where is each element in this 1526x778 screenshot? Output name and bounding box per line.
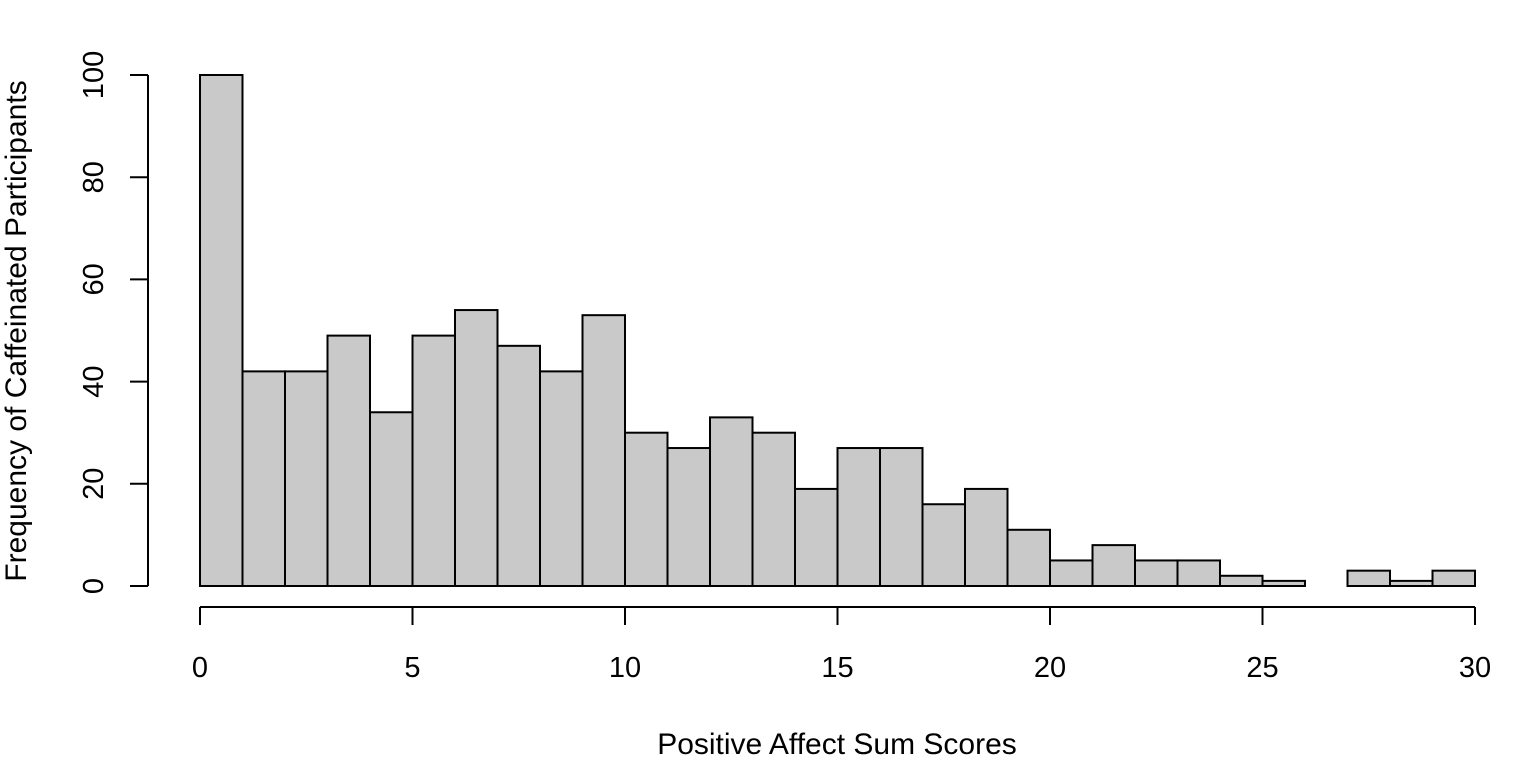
histogram-bar (199, 74, 244, 587)
histogram-bar (1091, 544, 1136, 587)
y-tick-label: 100 (78, 51, 110, 99)
histogram-bar (1134, 559, 1179, 588)
x-tick-label: 10 (609, 652, 641, 684)
y-axis-title: Frequency of Caffeinated Participants (0, 80, 33, 581)
histogram-bar (369, 411, 414, 588)
bars-group (199, 74, 1476, 588)
histogram-bar (751, 431, 796, 588)
histogram-bar (581, 314, 626, 587)
histogram-bar (624, 431, 669, 588)
histogram-bar (241, 370, 286, 587)
y-tick-label: 60 (78, 263, 110, 295)
histogram-bar (1261, 579, 1306, 588)
y-tick-label: 40 (78, 365, 110, 397)
histogram-bar (709, 416, 754, 587)
histogram-bar (454, 309, 499, 587)
y-tick-label: 0 (78, 578, 110, 594)
histogram-bar (964, 487, 1009, 587)
x-tick-label: 15 (821, 652, 853, 684)
y-tick-label: 80 (78, 161, 110, 193)
histogram-bar (794, 487, 839, 587)
histogram-bar (1006, 528, 1051, 587)
histogram-bar (836, 447, 881, 587)
histogram-bar (666, 447, 711, 587)
histogram-bar (1389, 579, 1434, 588)
x-tick-label: 0 (192, 652, 208, 684)
histogram-bar (879, 447, 924, 587)
histogram-bar (1431, 569, 1476, 587)
x-axis: 0 5 10 15 20 25 30 (192, 606, 1491, 684)
y-tick-label: 20 (78, 468, 110, 500)
x-tick-label: 30 (1459, 652, 1491, 684)
histogram-bar (1049, 559, 1094, 588)
histogram-bar (1346, 569, 1391, 587)
y-axis: 0 20 40 60 80 100 (78, 51, 149, 594)
histogram-bar (411, 334, 456, 587)
histogram-bar (496, 344, 541, 587)
histogram-bar (326, 334, 371, 587)
x-tick-label: 5 (404, 652, 420, 684)
histogram-bar (921, 503, 966, 587)
x-tick-label: 20 (1034, 652, 1066, 684)
histogram-bar (284, 370, 329, 587)
histogram-bar (1176, 559, 1221, 588)
histogram-bar (539, 370, 584, 587)
histogram-bar (1219, 574, 1264, 588)
x-tick-label: 25 (1246, 652, 1278, 684)
x-axis-title: Positive Affect Sum Scores (657, 728, 1017, 761)
